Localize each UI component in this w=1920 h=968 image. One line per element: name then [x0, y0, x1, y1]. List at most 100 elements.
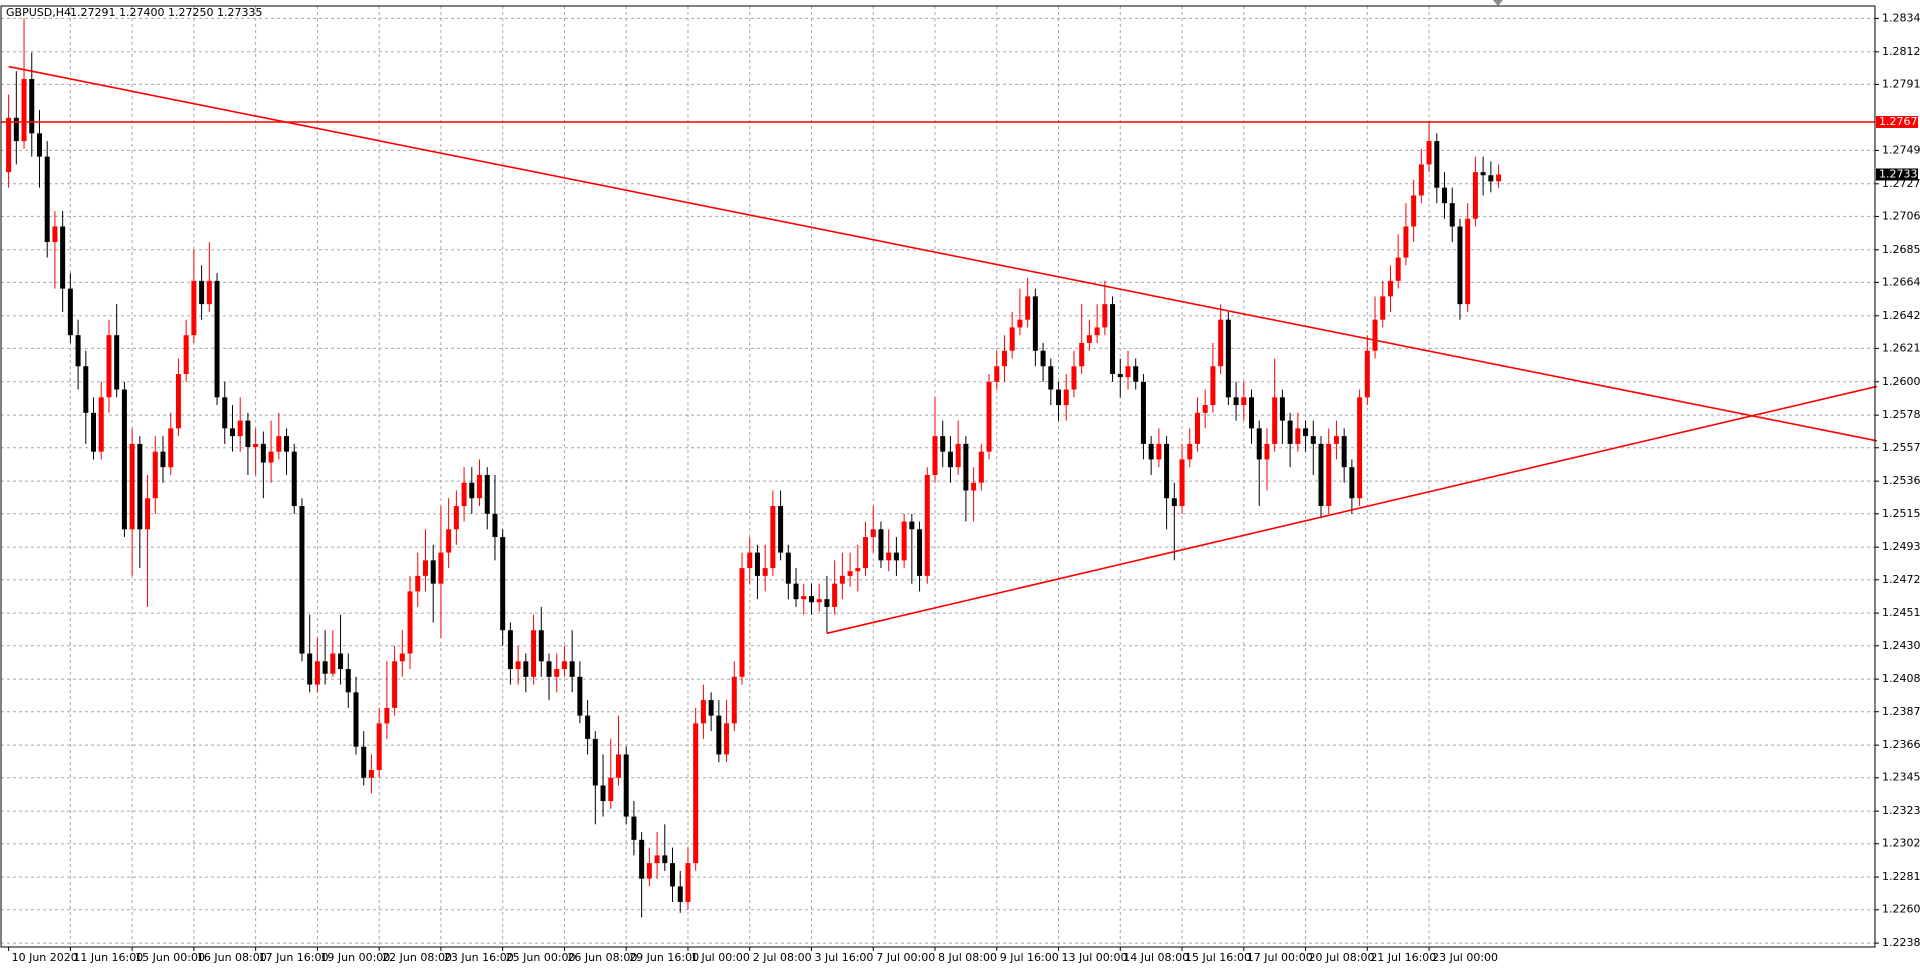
candle-body [762, 568, 768, 576]
candle-body [1449, 203, 1455, 227]
candle-body [368, 769, 374, 778]
candle-body [1017, 319, 1023, 328]
candle-body [708, 700, 714, 716]
candle-body [1411, 195, 1417, 227]
candle-body [21, 78, 27, 142]
candle-body [1094, 327, 1100, 336]
candle-body [808, 596, 814, 603]
candle-body [693, 723, 699, 864]
candle-body [1303, 428, 1309, 437]
candle-body [855, 568, 861, 572]
y-tick-label: 1.23450 [1882, 771, 1920, 784]
candle-body [1156, 443, 1162, 460]
candle-body [986, 381, 992, 452]
y-tick-label: 1.24085 [1882, 672, 1920, 685]
y-tick-label: 1.23875 [1882, 705, 1920, 718]
candle-body [608, 777, 614, 802]
y-tick-label: 1.22810 [1882, 870, 1920, 883]
trend-line [8, 65, 1877, 442]
candle-body [276, 436, 282, 452]
y-tick-label: 1.22385 [1882, 936, 1920, 949]
candle-body [731, 676, 737, 724]
candle-body [345, 669, 351, 693]
candle-body [392, 661, 398, 708]
candle-body [1418, 164, 1424, 196]
candle-body [554, 669, 560, 677]
candle-body [917, 529, 923, 576]
x-tick-label: 23 Jul 00:00 [1432, 951, 1498, 964]
candle-body [1480, 172, 1486, 176]
candle-body [1442, 187, 1448, 204]
candle-body [824, 599, 830, 607]
candle-body [577, 676, 583, 716]
candle-body [623, 754, 629, 817]
candle-body [1279, 397, 1285, 421]
candle-body [963, 443, 969, 491]
last-price-label: 1.27335 [1879, 167, 1920, 180]
y-tick-label: 1.24300 [1882, 639, 1920, 652]
candle-body [801, 596, 807, 600]
candle-body [399, 653, 405, 662]
price-tag [1876, 115, 1918, 128]
candle-body [1287, 420, 1293, 444]
marks [1, 18, 1878, 918]
candle-body [1125, 366, 1131, 378]
candle-body [955, 443, 961, 468]
y-tick-label: 1.23660 [1882, 738, 1920, 751]
candle-body [940, 436, 946, 452]
candle-body [893, 552, 899, 561]
x-tick-label: 13 Jul 00:00 [1062, 951, 1128, 964]
candle-body [585, 715, 591, 739]
y-tick-label: 1.24935 [1882, 540, 1920, 553]
x-tick-label: 11 Jun 16:00 [73, 951, 143, 964]
candle-body [538, 630, 544, 662]
candle-body [461, 482, 467, 507]
candle-body [1256, 428, 1262, 460]
candle-body [901, 521, 907, 561]
candle-body [1488, 175, 1494, 182]
y-tick-label: 1.26425 [1882, 309, 1920, 322]
x-tick-label: 19 Jun 00:00 [320, 951, 390, 964]
candle-body [546, 661, 552, 677]
candle-body [29, 78, 35, 134]
candle-body [839, 575, 845, 584]
candle-body [1171, 498, 1177, 507]
candle-body [770, 506, 776, 569]
candle-body [407, 591, 413, 654]
candle-body [670, 863, 676, 887]
candle-body [1326, 443, 1332, 507]
candle-body [1357, 397, 1363, 499]
candle-body [909, 521, 915, 530]
candle-body [569, 661, 575, 677]
candle-body [307, 653, 313, 685]
y-tick-label: 1.27915 [1882, 77, 1920, 90]
candle-body [847, 571, 853, 576]
candle-body [832, 583, 838, 607]
candle-body [152, 451, 158, 499]
y-tick-label: 1.26000 [1882, 375, 1920, 388]
candle-body [600, 785, 606, 802]
last-price-tag [1876, 168, 1918, 181]
candle-body [754, 552, 760, 576]
symbol: GBPUSD,H4 [6, 6, 71, 19]
candle-body [971, 482, 977, 491]
candle-body [1071, 366, 1077, 390]
x-tick-label: 25 Jun 00:00 [506, 951, 576, 964]
candle-body [114, 335, 120, 390]
candle-body [716, 715, 722, 755]
y-tick-label: 1.28125 [1882, 45, 1920, 58]
candle-body [1187, 443, 1193, 460]
candle-body [1040, 350, 1046, 367]
candle-body [700, 700, 706, 724]
candle-body [1426, 141, 1432, 165]
candle-body [1063, 389, 1069, 406]
y-tick-label: 1.24510 [1882, 606, 1920, 619]
candle-body [1202, 405, 1208, 413]
x-tick-label: 2 Jul 08:00 [753, 951, 812, 964]
candle-body [245, 420, 251, 447]
candle-body [1194, 412, 1200, 444]
candle-body [1310, 436, 1316, 444]
candle-body [1140, 381, 1146, 444]
